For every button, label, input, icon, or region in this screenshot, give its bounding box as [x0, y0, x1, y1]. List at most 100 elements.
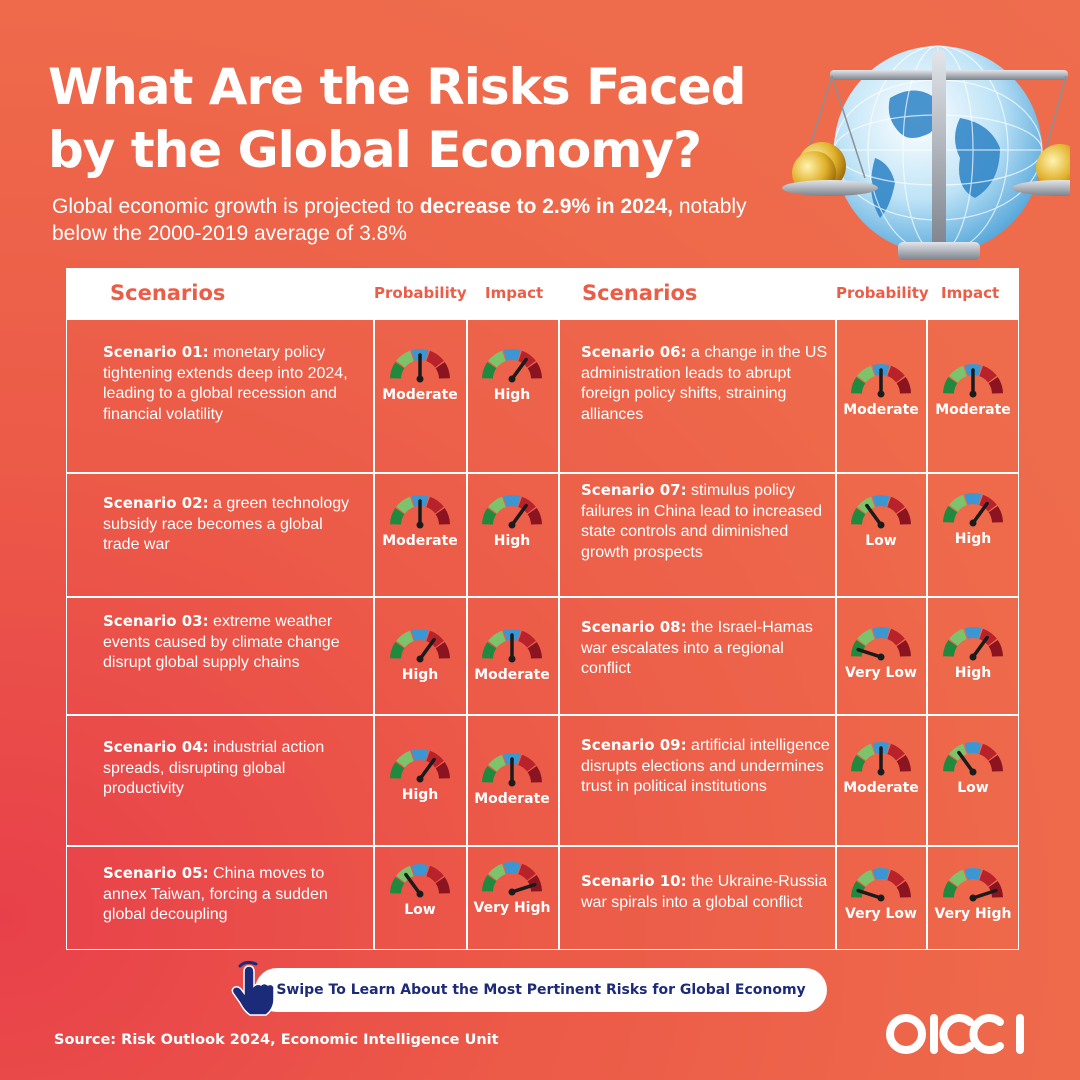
impact-gauge: Low [936, 740, 1010, 802]
gauge-segment [988, 639, 1003, 657]
gauge-label: Moderate [843, 780, 919, 796]
gauge-segment [896, 507, 911, 525]
gauge-segment [390, 361, 405, 379]
gauge-segment [518, 754, 536, 772]
gauge-segment [488, 863, 506, 881]
impact-cell: High [466, 472, 560, 598]
gauge-icon [851, 364, 911, 398]
swipe-button[interactable]: Swipe To Learn About the Most Pertinent … [255, 968, 827, 1012]
scenario-text: Scenario 09: artificial intelligence dis… [581, 735, 831, 798]
gauge-segment [979, 869, 997, 887]
gauge-segment [964, 627, 982, 639]
gauge-label: High [493, 387, 531, 403]
gauge-needle [856, 647, 883, 659]
probability-gauge: Low [383, 862, 457, 924]
impact-cell: High [466, 319, 560, 474]
gauge-hub [877, 390, 885, 398]
gauge-segment [411, 864, 429, 876]
gauge-segment [396, 350, 414, 368]
header-probability-left: Probability [374, 284, 467, 302]
scenario-text: Scenario 02: a green technology subsidy … [103, 493, 363, 556]
scenario-text: Scenario 03: extreme weather events caus… [103, 611, 363, 674]
gauge-segment [435, 876, 450, 894]
probability-gauge: Moderate [382, 493, 458, 555]
gauge-segment [482, 641, 497, 659]
impact-cell: Very High [466, 845, 560, 950]
gauge-segment [482, 507, 497, 525]
gauge-segment [518, 630, 536, 648]
gauge-segment [857, 365, 875, 383]
gauge-segment [896, 880, 911, 898]
probability-cell: Low [373, 845, 468, 950]
gauge-segment [435, 507, 450, 525]
gauge-segment [488, 350, 506, 368]
gauge-segment [943, 880, 958, 898]
scenario-label: Scenario 01: [103, 343, 209, 361]
gauge-icon [482, 349, 542, 383]
gauge-segment [426, 865, 444, 883]
impact-gauge: Moderate [474, 627, 550, 689]
header-impact-left: Impact [485, 284, 544, 302]
gauge-label: Very Low [845, 665, 917, 681]
probability-cell: Moderate [373, 319, 468, 474]
gauge-icon [851, 742, 911, 776]
gauge-needle [510, 882, 537, 894]
scenario-label: Scenario 06: [581, 343, 687, 361]
gauge-icon [943, 364, 1003, 398]
probability-cell: Moderate [835, 714, 928, 847]
gauge-segment [390, 507, 405, 525]
impact-cell: Moderate [466, 714, 560, 847]
gauge-segment [872, 868, 890, 880]
probability-gauge: Moderate [843, 362, 919, 424]
gauge-icon [851, 868, 911, 902]
table-row: Scenario 01: monetary policy tightening … [66, 319, 1019, 474]
gauge-needle [418, 637, 436, 661]
header-scenarios-left: Scenarios [110, 281, 226, 305]
scenario-label: Scenario 03: [103, 612, 209, 630]
impact-cell: High [926, 472, 1019, 598]
scenario-text: Scenario 01: monetary policy tightening … [103, 342, 363, 425]
scenario-desc: China moves to annex Taiwan, forcing a s… [103, 865, 328, 923]
probability-cell: Moderate [373, 472, 468, 598]
scenario-cell: Scenario 10: the Ukraine-Russia war spir… [558, 845, 837, 950]
gauge-hub [877, 768, 885, 776]
probability-cell: Very Low [835, 596, 928, 716]
gauge-segment [488, 630, 506, 648]
table-row: Scenario 05: China moves to annex Taiwan… [66, 845, 1019, 950]
gauge-label: Very High [934, 906, 1012, 922]
gauge-label: Low [957, 780, 989, 796]
scenario-label: Scenario 04: [103, 738, 209, 756]
gauge-icon [390, 629, 450, 663]
gauge-segment [896, 754, 911, 772]
gauge-hub [416, 655, 424, 663]
gauge-segment [964, 868, 982, 880]
probability-cell: Very Low [835, 845, 928, 950]
gauge-needle [971, 501, 989, 525]
gauge-segment [851, 507, 866, 525]
scenario-cell: Scenario 06: a change in the US administ… [558, 319, 837, 474]
gauge-hub [508, 655, 516, 663]
gauge-segment [527, 641, 542, 659]
source-note: Source: Risk Outlook 2024, Economic Inte… [54, 1032, 499, 1048]
impact-gauge: Very High [935, 866, 1011, 928]
probability-gauge: Very Low [844, 866, 918, 928]
page-subtitle: Global economic growth is projected to d… [52, 193, 772, 247]
subtitle-rest: notably below the 2000-2019 average of 3… [52, 195, 747, 245]
gauge-label: High [493, 533, 531, 549]
scenario-cell: Scenario 08: the Israel-Hamas war escala… [558, 596, 837, 716]
gauge-segment [411, 749, 429, 761]
gauge-hub [508, 375, 516, 383]
gauge-segment [943, 505, 958, 523]
scenario-text: Scenario 07: stimulus policy failures in… [581, 480, 831, 563]
scenario-label: Scenario 05: [103, 864, 209, 882]
probability-gauge: High [383, 627, 457, 689]
gauge-segment [943, 754, 958, 772]
gauge-segment [979, 743, 997, 761]
gauge-label: Moderate [935, 402, 1011, 418]
gauge-segment [872, 495, 890, 507]
impact-cell: Very High [926, 845, 1019, 950]
table-row: Scenario 03: extreme weather events caus… [66, 596, 1019, 716]
gauge-segment [949, 869, 967, 887]
gauge-segment [896, 376, 911, 394]
scenario-desc: extreme weather events caused by climate… [103, 613, 340, 671]
